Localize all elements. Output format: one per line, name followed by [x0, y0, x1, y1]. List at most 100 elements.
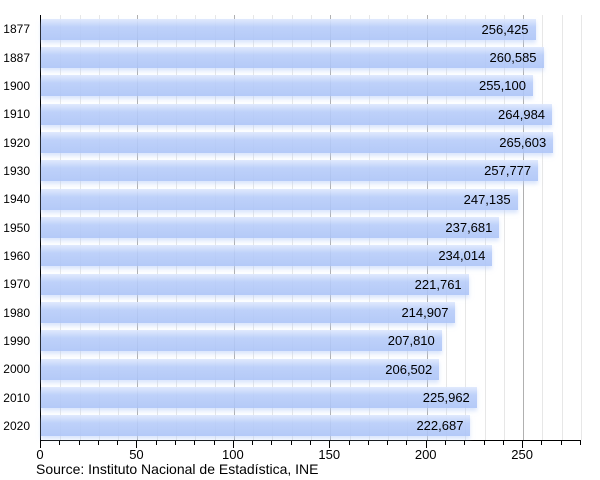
x-axis-major-tick — [232, 441, 234, 448]
y-axis-label: 1940 — [3, 192, 30, 207]
gridline-major — [523, 15, 525, 440]
bar-row: 255,100 — [41, 72, 581, 100]
x-axis-minor-tick — [290, 441, 292, 445]
x-axis-minor-tick — [78, 441, 80, 445]
bar-row: 207,810 — [41, 327, 581, 355]
y-axis-label: 1950 — [3, 220, 30, 235]
x-axis-minor-tick — [502, 441, 504, 445]
y-axis-label: 2010 — [3, 390, 30, 405]
bar: 260,585 — [41, 46, 544, 68]
x-axis-minor-tick — [406, 441, 408, 445]
y-axis-label: 2020 — [3, 418, 30, 433]
bar-value-label: 207,810 — [387, 333, 435, 349]
bar-value-label: 234,014 — [438, 248, 486, 264]
gridline-minor — [503, 15, 505, 440]
bar-row: 257,777 — [41, 157, 581, 185]
bar: 247,135 — [41, 188, 518, 210]
bar-row: 221,761 — [41, 270, 581, 298]
source-note: Source: Instituto Nacional de Estadístic… — [36, 461, 319, 477]
x-axis-minor-tick — [367, 441, 369, 445]
x-axis-minor-tick — [348, 441, 350, 445]
bar: 264,984 — [41, 103, 553, 125]
x-axis-minor-tick — [271, 441, 273, 445]
bar-value-label: 256,425 — [481, 21, 529, 37]
bar-value-label: 257,777 — [484, 163, 532, 179]
y-axis-labels: 1877 1887 1900 1910 1920 1930 1940 1950 1960 1970… — [0, 15, 35, 440]
bar-row: 247,135 — [41, 185, 581, 213]
gridline-minor — [581, 15, 582, 440]
bar-row: 206,502 — [41, 355, 581, 383]
bar-row: 234,014 — [41, 242, 581, 270]
x-axis-tick-label: 50 — [129, 447, 144, 462]
bar-value-label: 260,585 — [489, 49, 537, 65]
y-axis-label: 1877 — [3, 22, 30, 37]
bar-row: 225,962 — [41, 383, 581, 411]
x-axis-tick-label: 0 — [36, 447, 44, 462]
x-axis-minor-tick — [59, 441, 61, 445]
bar: 234,014 — [41, 245, 493, 267]
x-axis-minor-tick — [155, 441, 157, 445]
bar: 214,907 — [41, 301, 456, 323]
bar-value-label: 237,681 — [445, 219, 493, 235]
x-axis-major-tick — [136, 441, 138, 448]
x-axis-minor-tick — [387, 441, 389, 445]
x-axis-major-tick — [329, 441, 331, 448]
x-axis-minor-tick — [541, 441, 543, 445]
bar: 265,603 — [41, 131, 554, 153]
x-axis-tick-label: 150 — [318, 447, 341, 462]
bar: 255,100 — [41, 75, 533, 97]
x-axis-minor-tick — [560, 441, 562, 445]
x-axis-minor-tick — [194, 441, 196, 445]
x-axis-minor-tick — [213, 441, 215, 445]
bar-row: 256,425 — [41, 15, 581, 43]
bar: 207,810 — [41, 330, 442, 352]
bar: 206,502 — [41, 358, 440, 380]
x-axis-minor-tick — [310, 441, 311, 445]
x-axis-minor-tick — [175, 441, 176, 445]
y-axis-label: 1960 — [3, 248, 30, 263]
y-axis-label: 1980 — [3, 305, 30, 320]
x-axis-major-tick — [40, 441, 41, 448]
bar: 256,425 — [41, 18, 536, 40]
y-axis-label: 1930 — [3, 163, 30, 178]
bar-row: 214,907 — [41, 298, 581, 326]
x-axis-tick-label: 250 — [511, 447, 533, 462]
y-axis-label: 1900 — [3, 78, 30, 93]
y-axis-label: 2000 — [3, 362, 30, 377]
bar-value-label: 264,984 — [498, 106, 546, 122]
bar-value-label: 206,502 — [385, 361, 433, 377]
x-axis-major-tick — [522, 441, 524, 448]
bar-value-label: 222,687 — [416, 418, 464, 434]
bar-row: 260,585 — [41, 43, 581, 71]
gridline-minor — [542, 15, 544, 440]
x-axis-minor-tick — [117, 441, 119, 445]
bar-row: 237,681 — [41, 213, 581, 241]
y-axis-label: 1990 — [3, 333, 30, 348]
bar-value-label: 225,962 — [422, 389, 470, 405]
x-axis-tick-labels: 0 50 100 150 200 250 — [36, 447, 580, 463]
x-axis-minor-tick — [97, 441, 99, 445]
bar-value-label: 247,135 — [463, 191, 511, 207]
bar-value-label: 255,100 — [478, 78, 526, 94]
y-axis-label: 1910 — [3, 107, 30, 122]
x-axis-minor-tick — [483, 441, 485, 445]
gridline-minor — [561, 15, 563, 440]
y-axis-label: 1970 — [3, 277, 30, 292]
x-axis-minor-tick — [252, 441, 254, 445]
bar-value-label: 265,603 — [499, 134, 547, 150]
x-axis-tick-label: 100 — [221, 447, 244, 462]
bar: 225,962 — [41, 386, 477, 408]
bar: 222,687 — [41, 415, 471, 437]
bar-row: 264,984 — [41, 100, 581, 128]
bar-row: 222,687 — [41, 412, 581, 440]
y-axis-label: 1920 — [3, 135, 30, 150]
x-axis-minor-tick — [464, 441, 466, 445]
bar: 221,761 — [41, 273, 469, 295]
x-axis-tick-label: 200 — [414, 447, 437, 462]
x-axis-minor-tick — [580, 441, 581, 445]
x-axis-major-tick — [425, 441, 427, 448]
y-axis-label: 1887 — [3, 50, 30, 65]
bar-row: 265,603 — [41, 128, 581, 156]
x-axis-ticks — [40, 440, 581, 450]
